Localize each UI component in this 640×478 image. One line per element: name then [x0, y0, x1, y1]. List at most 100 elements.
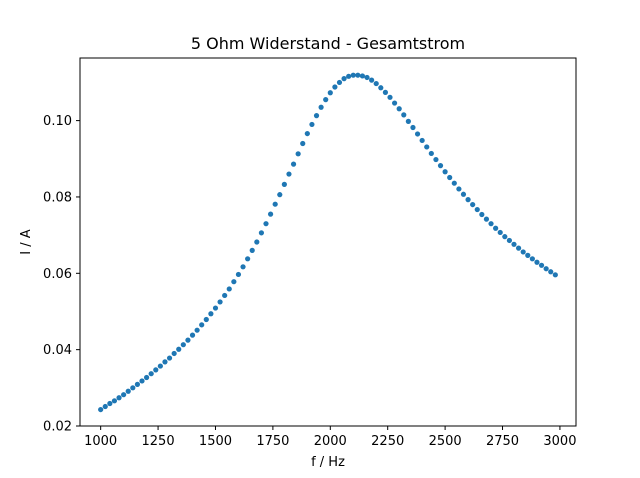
- y-tick-label: 0.06: [43, 267, 72, 282]
- data-point: [139, 378, 145, 384]
- data-point: [405, 118, 411, 124]
- data-point: [203, 316, 209, 323]
- data-point: [346, 73, 352, 79]
- data-point: [396, 106, 402, 112]
- data-point: [107, 400, 113, 407]
- data-point: [194, 327, 200, 333]
- x-tick-label: 2000: [314, 434, 347, 449]
- data-point: [226, 286, 232, 292]
- data-point: [442, 169, 448, 175]
- y-axis-ticks: 0.02 0.04 0.06 0.08 0.10: [43, 114, 80, 435]
- data-point: [382, 89, 389, 95]
- data-point: [529, 256, 535, 262]
- x-tick-label: 2750: [486, 434, 519, 449]
- data-point: [520, 249, 526, 255]
- data-point: [447, 174, 453, 181]
- data-point: [488, 221, 494, 227]
- data-point: [525, 252, 531, 258]
- data-point: [502, 234, 508, 240]
- data-point: [245, 256, 251, 262]
- data-point: [543, 266, 549, 272]
- data-point: [185, 337, 191, 343]
- data-point: [313, 113, 320, 119]
- x-tick-label: 1500: [199, 434, 232, 449]
- data-point: [272, 201, 278, 207]
- data-point: [258, 230, 265, 236]
- data-point: [538, 262, 545, 268]
- data-point: [428, 150, 434, 157]
- y-tick-label: 0.08: [43, 190, 72, 205]
- data-point: [166, 355, 173, 361]
- data-point: [355, 72, 361, 78]
- chart-title: 5 Ohm Widerstand - Gesamtstrom: [191, 34, 465, 53]
- data-point: [414, 131, 421, 137]
- data-point: [199, 322, 205, 328]
- data-point: [451, 180, 457, 186]
- x-tick-label: 2250: [371, 434, 404, 449]
- data-point: [419, 137, 425, 144]
- data-point: [217, 299, 223, 305]
- data-point: [189, 332, 196, 338]
- data-point: [148, 371, 154, 377]
- data-point: [465, 197, 471, 203]
- plot-frame: [79, 57, 577, 427]
- data-point: [460, 191, 467, 197]
- data-point: [157, 363, 163, 369]
- y-tick-label: 0.04: [43, 343, 72, 358]
- data-point: [336, 79, 343, 86]
- data-point: [433, 156, 439, 163]
- data-point: [222, 292, 228, 299]
- data-point: [180, 342, 186, 348]
- data-point: [534, 259, 540, 265]
- data-point: [277, 192, 283, 198]
- data-point: [515, 245, 522, 251]
- data-point: [281, 181, 287, 187]
- data-point: [263, 221, 269, 227]
- data-point: [286, 171, 292, 177]
- data-point: [373, 80, 379, 87]
- data-point: [483, 216, 490, 222]
- data-point: [456, 186, 462, 192]
- data-point: [267, 211, 274, 217]
- data-point: [327, 90, 333, 96]
- data-point: [231, 279, 237, 285]
- data-point: [143, 374, 150, 381]
- data-point: [437, 163, 444, 169]
- data-point: [116, 395, 122, 401]
- x-tick-label: 1250: [142, 434, 175, 449]
- data-point: [479, 211, 485, 218]
- data-point: [378, 85, 384, 91]
- data-point: [493, 225, 499, 231]
- data-point: [249, 247, 255, 253]
- y-tick-label: 0.02: [43, 420, 72, 435]
- data-point: [295, 151, 301, 157]
- data-point: [350, 72, 356, 78]
- data-point: [424, 144, 430, 150]
- data-point: [387, 94, 393, 100]
- data-point: [548, 269, 554, 275]
- data-point: [552, 272, 558, 278]
- data-point: [171, 350, 177, 357]
- data-point: [401, 112, 407, 118]
- data-point: [153, 367, 159, 373]
- data-point: [208, 311, 214, 317]
- data-point: [304, 130, 310, 137]
- data-point: [176, 346, 182, 352]
- data-point: [497, 229, 503, 236]
- data-point: [98, 406, 104, 413]
- data-point: [162, 359, 168, 365]
- y-axis-label: I / A: [19, 229, 34, 254]
- data-point: [290, 161, 297, 167]
- data-point: [323, 97, 329, 103]
- data-point: [111, 398, 118, 404]
- data-point: [300, 140, 306, 147]
- data-point: [254, 239, 260, 245]
- x-tick-label: 1750: [256, 434, 289, 449]
- x-axis-label: f / Hz: [311, 455, 345, 470]
- x-axis-ticks: 1000 1250 1500 1750 2000 2250 2500 2750 3000: [84, 426, 576, 449]
- data-point: [125, 388, 131, 394]
- data-point: [332, 84, 338, 90]
- y-tick-label: 0.10: [43, 114, 72, 129]
- data-point: [506, 237, 513, 244]
